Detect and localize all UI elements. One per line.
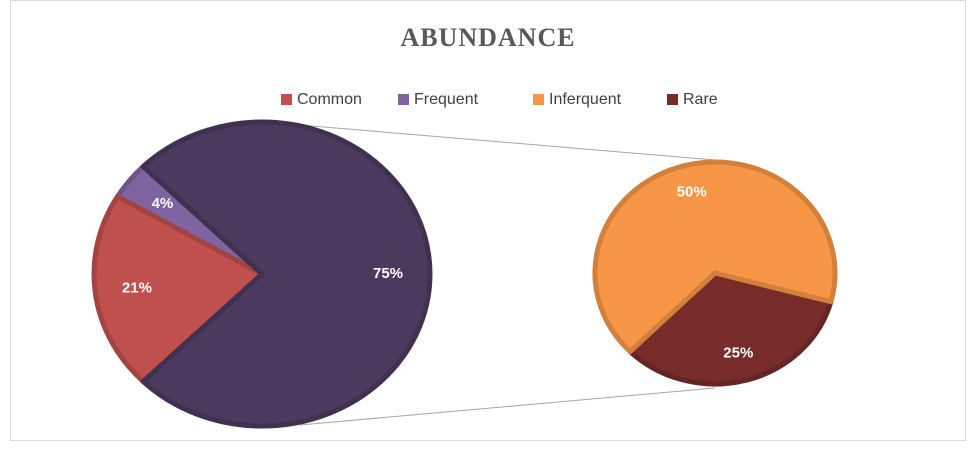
pie-slice <box>592 159 838 354</box>
legend-label: Inferquent <box>549 91 622 108</box>
data-label: 25% <box>723 344 753 361</box>
legend-swatch <box>281 94 292 105</box>
legend-label: Common <box>297 91 362 108</box>
data-label: 50% <box>677 184 707 201</box>
pie-slice <box>627 270 834 387</box>
legend-label: Rare <box>683 91 718 108</box>
legend-swatch <box>533 94 544 105</box>
pie-slice <box>140 119 433 429</box>
pie-slice <box>91 194 265 384</box>
connector-line <box>299 387 716 426</box>
chart-title: ABUNDANCE <box>400 23 575 52</box>
legend-swatch <box>667 94 678 105</box>
data-label: 4% <box>152 195 174 212</box>
data-label: 21% <box>122 279 152 296</box>
legend-label: Frequent <box>414 91 479 108</box>
legend-swatch <box>398 94 409 105</box>
connector-line <box>299 124 716 161</box>
data-label: 75% <box>373 265 403 282</box>
